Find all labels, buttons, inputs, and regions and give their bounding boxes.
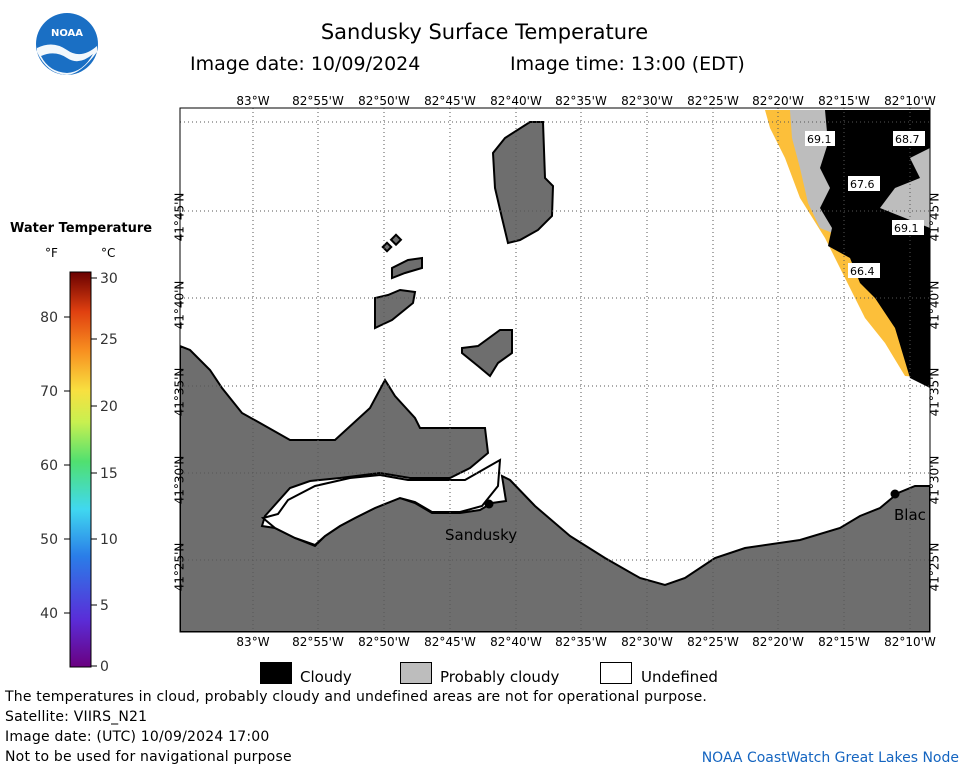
- city-label-sandusky: Sandusky: [445, 526, 517, 544]
- f-tick: 60: [40, 458, 58, 474]
- graticule: [180, 108, 930, 632]
- undefined-label: Undefined: [641, 668, 718, 686]
- c-tick: 30: [100, 271, 118, 287]
- island-middle-bass: [391, 256, 423, 280]
- probably-cloudy-label: Probably cloudy: [440, 668, 560, 686]
- city-label-black-river: Blac: [894, 506, 926, 524]
- navigation-disclaimer: Not to be used for navigational purpose: [5, 749, 292, 765]
- map-title: Sandusky Surface Temperature: [320, 20, 649, 44]
- lon-label: 82°45'W: [424, 635, 476, 648]
- lon-label: 82°20'W: [752, 94, 804, 108]
- temp-label: 68.7: [895, 133, 920, 146]
- utc-date-text: Image date: (UTC) 10/09/2024 17:00: [5, 729, 270, 745]
- c-tick: 10: [100, 532, 118, 548]
- lon-label: 82°45'W: [424, 94, 476, 108]
- temp-label: 66.4: [850, 265, 875, 278]
- lon-label: 82°20'W: [752, 635, 804, 648]
- lon-label: 82°35'W: [555, 635, 607, 648]
- temp-label: 67.6: [850, 178, 875, 191]
- noaa-logo: NOAA: [36, 13, 98, 75]
- f-tick: 80: [40, 310, 58, 326]
- lon-label: 82°25'W: [687, 94, 739, 108]
- lon-label: 82°25'W: [687, 635, 739, 648]
- island-small: [389, 233, 403, 247]
- lon-label: 82°35'W: [555, 94, 607, 108]
- unit-celsius: °C: [101, 246, 116, 260]
- lon-label: 82°55'W: [292, 94, 344, 108]
- c-tick: 15: [100, 466, 118, 482]
- lon-label: 82°50'W: [358, 94, 410, 108]
- lon-label: 82°40'W: [490, 635, 542, 648]
- c-tick: 20: [100, 399, 118, 415]
- island-kelleys: [461, 329, 513, 378]
- colorbar-gradient: [69, 271, 92, 668]
- colorbar-title: Water Temperature: [10, 221, 153, 236]
- f-tick: 70: [40, 384, 58, 400]
- lon-label: 83°W: [236, 635, 269, 648]
- satellite-text: Satellite: VIIRS_N21: [5, 709, 148, 725]
- lon-label: 83°W: [236, 94, 269, 108]
- lon-label: 82°10'W: [884, 635, 936, 648]
- f-tick: 50: [40, 532, 58, 548]
- image-time: Image time: 13:00 (EDT): [510, 53, 745, 75]
- island-pelee: [491, 121, 555, 245]
- svg-text:NOAA: NOAA: [51, 28, 83, 39]
- lon-label: 82°30'W: [621, 635, 673, 648]
- lon-label: 82°10'W: [884, 94, 936, 108]
- c-tick: 0: [100, 659, 109, 675]
- probably-cloudy-swatch: [400, 662, 432, 684]
- map-frame: [179, 107, 931, 633]
- undefined-swatch: [600, 662, 632, 684]
- lon-label: 82°15'W: [818, 635, 870, 648]
- f-tick: 40: [40, 606, 58, 622]
- temp-label: 69.1: [807, 133, 832, 146]
- city-marker-sandusky: [484, 499, 494, 509]
- lon-label: 82°50'W: [358, 635, 410, 648]
- city-marker-black-river: [890, 489, 900, 499]
- lon-label: 82°40'W: [490, 94, 542, 108]
- cloudy-swatch: [260, 662, 292, 684]
- colorbar: 80 70 60 50 40 30 25 20 15 10 5 0: [40, 271, 118, 675]
- unit-fahrenheit: °F: [45, 246, 58, 260]
- c-tick: 5: [100, 598, 109, 614]
- lon-label: 82°55'W: [292, 635, 344, 648]
- map-panel: 83°W 82°55'W 82°50'W 82°45'W 82°40'W 82°…: [179, 94, 936, 648]
- lon-label: 82°15'W: [818, 94, 870, 108]
- temp-label: 69.1: [894, 222, 919, 235]
- image-date: Image date: 10/09/2024: [190, 53, 421, 75]
- cloud-area: [898, 228, 930, 283]
- credit-text: NOAA CoastWatch Great Lakes Node: [701, 750, 959, 766]
- lon-label: 82°30'W: [621, 94, 673, 108]
- bay-area: [260, 458, 502, 547]
- cloud-area: [820, 110, 930, 388]
- c-tick: 25: [100, 332, 118, 348]
- disclaimer-text: The temperatures in cloud, probably clou…: [5, 689, 708, 705]
- cloudy-label: Cloudy: [300, 668, 352, 686]
- island-small: [381, 241, 393, 253]
